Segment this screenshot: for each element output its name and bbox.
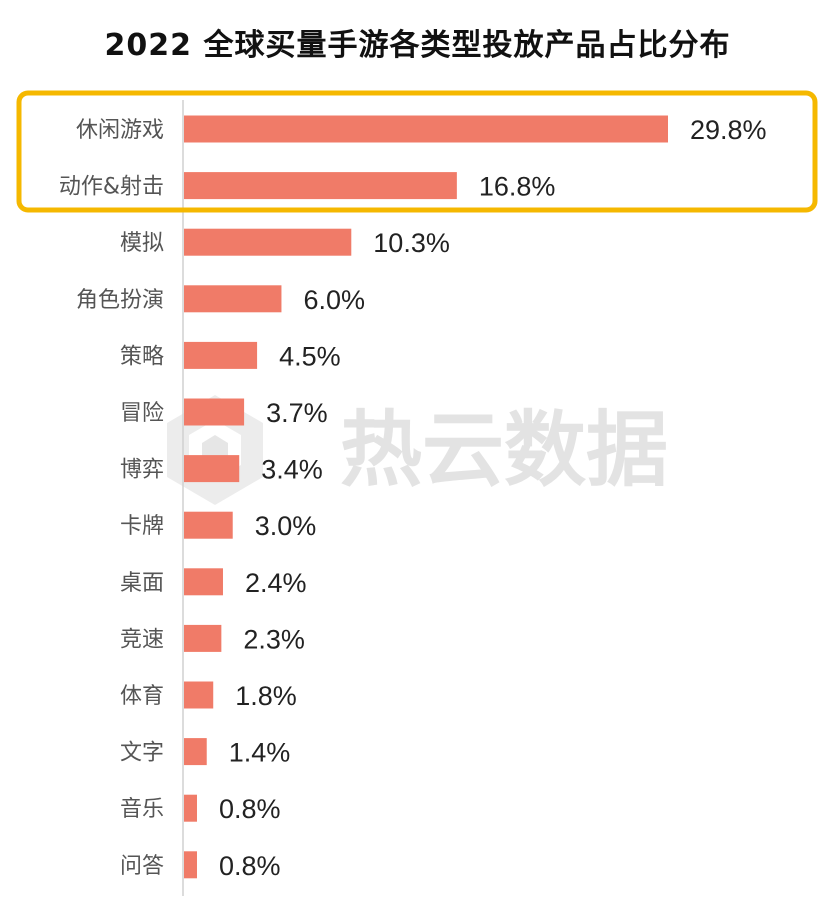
- value-label: 29.8%: [690, 115, 767, 145]
- category-label: 音乐: [120, 797, 164, 822]
- watermark-text: 热云数据: [340, 403, 668, 498]
- category-label: 桌面: [120, 571, 164, 596]
- category-label: 角色扮演: [76, 288, 164, 313]
- value-label: 10.3%: [373, 228, 450, 258]
- category-label: 卡牌: [120, 514, 164, 539]
- category-label: 体育: [120, 684, 164, 709]
- value-label: 4.5%: [279, 341, 341, 371]
- value-label: 1.8%: [235, 681, 297, 711]
- category-label: 博弈: [120, 458, 164, 483]
- category-label: 问答: [120, 854, 164, 879]
- category-label: 模拟: [120, 231, 164, 256]
- value-label: 1.4%: [229, 738, 291, 768]
- category-label: 休闲游戏: [76, 118, 164, 143]
- bar: [184, 115, 668, 143]
- value-label: 2.4%: [245, 568, 307, 598]
- category-label: 动作&射击: [59, 175, 164, 200]
- chart-title: 2022 全球买量手游各类型投放产品占比分布: [104, 28, 731, 63]
- highlight-box: [16, 90, 818, 213]
- bar: [184, 228, 352, 256]
- category-label: 竞速: [120, 627, 164, 652]
- value-label: 2.3%: [243, 624, 305, 654]
- bar: [184, 455, 240, 483]
- category-label: 冒险: [120, 401, 164, 426]
- bar: [184, 341, 258, 369]
- bar: [184, 738, 207, 766]
- bar: [184, 511, 233, 539]
- value-label: 3.7%: [266, 398, 328, 428]
- bar: [184, 851, 197, 879]
- bar: [184, 285, 282, 313]
- category-label: 策略: [120, 344, 164, 369]
- value-label: 3.4%: [261, 455, 323, 485]
- value-label: 16.8%: [479, 172, 556, 202]
- value-label: 0.8%: [219, 794, 281, 824]
- category-label: 文字: [120, 741, 164, 766]
- bar: [184, 681, 214, 709]
- bar: [184, 172, 457, 200]
- bar: [184, 794, 197, 822]
- bar: [184, 398, 245, 426]
- bar: [184, 568, 223, 596]
- value-label: 6.0%: [303, 285, 365, 315]
- bar: [184, 624, 222, 652]
- value-label: 3.0%: [255, 511, 317, 541]
- value-label: 0.8%: [219, 851, 281, 881]
